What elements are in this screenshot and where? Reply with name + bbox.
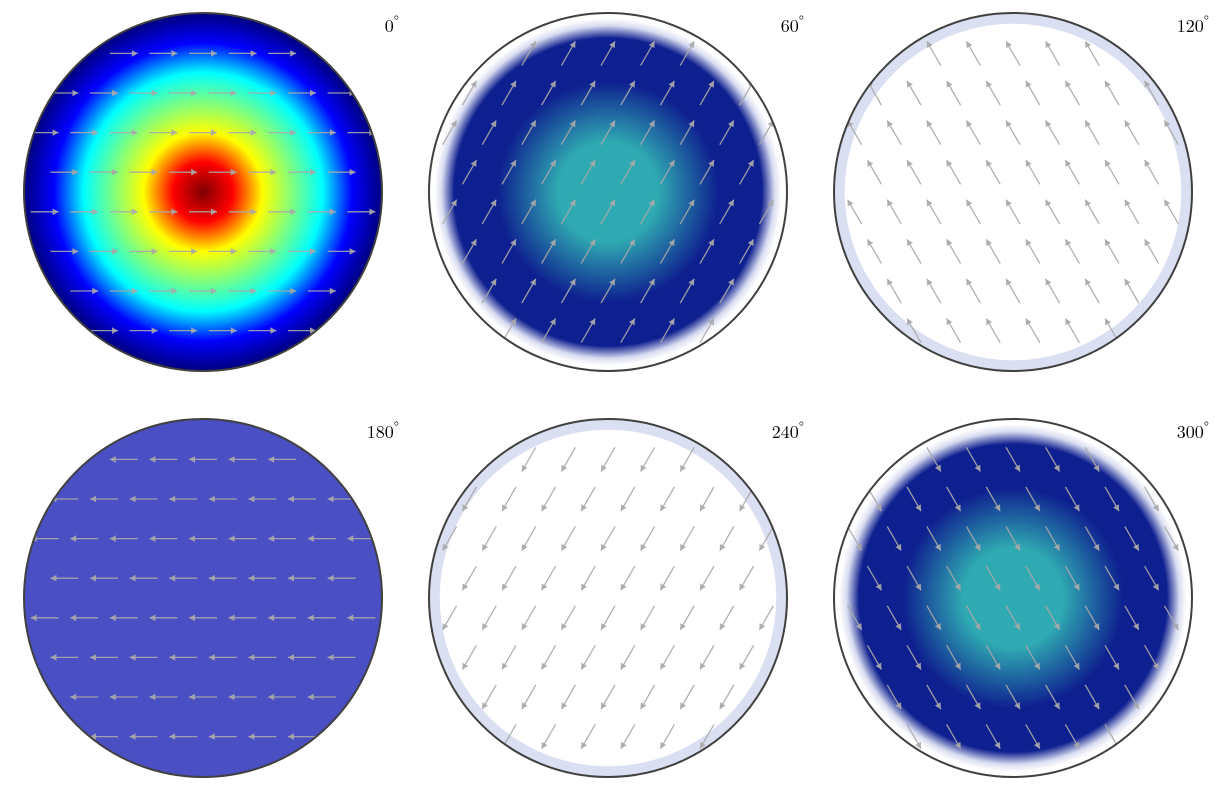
panel-60deg: [428, 12, 788, 372]
panel-120deg: [833, 12, 1193, 372]
phase-label: 180°: [351, 416, 399, 444]
phase-label: 240°: [756, 416, 804, 444]
scalar-field: [440, 430, 777, 767]
phase-value: 180: [367, 419, 394, 444]
panel-180deg: [23, 418, 383, 778]
degree-symbol: °: [1204, 10, 1209, 30]
phase-value: 0: [385, 13, 394, 38]
scalar-field: [834, 419, 1192, 777]
degree-symbol: °: [799, 416, 804, 436]
phase-value: 60: [781, 13, 799, 38]
phase-label: 60°: [756, 10, 804, 38]
degree-symbol: °: [799, 10, 804, 30]
scalar-field: [845, 24, 1182, 361]
phase-value: 120: [1177, 13, 1204, 38]
panel-0deg: [23, 12, 383, 372]
disc-plot: [23, 12, 383, 372]
phase-value: 300: [1177, 419, 1204, 444]
panel-240deg: [428, 418, 788, 778]
scalar-field: [24, 419, 382, 777]
disc-plot: [428, 12, 788, 372]
phase-value: 240: [772, 419, 799, 444]
disc-plot: [23, 418, 383, 778]
degree-symbol: °: [1204, 416, 1209, 436]
disc-plot: [833, 12, 1193, 372]
phase-label: 0°: [351, 10, 399, 38]
disc-plot: [833, 418, 1193, 778]
scalar-field: [24, 13, 382, 371]
phase-label: 120°: [1161, 10, 1209, 38]
phase-label: 300°: [1161, 416, 1209, 444]
panel-300deg: [833, 418, 1193, 778]
disc-plot: [428, 418, 788, 778]
scalar-field: [429, 13, 787, 371]
degree-symbol: °: [394, 416, 399, 436]
degree-symbol: °: [394, 10, 399, 30]
